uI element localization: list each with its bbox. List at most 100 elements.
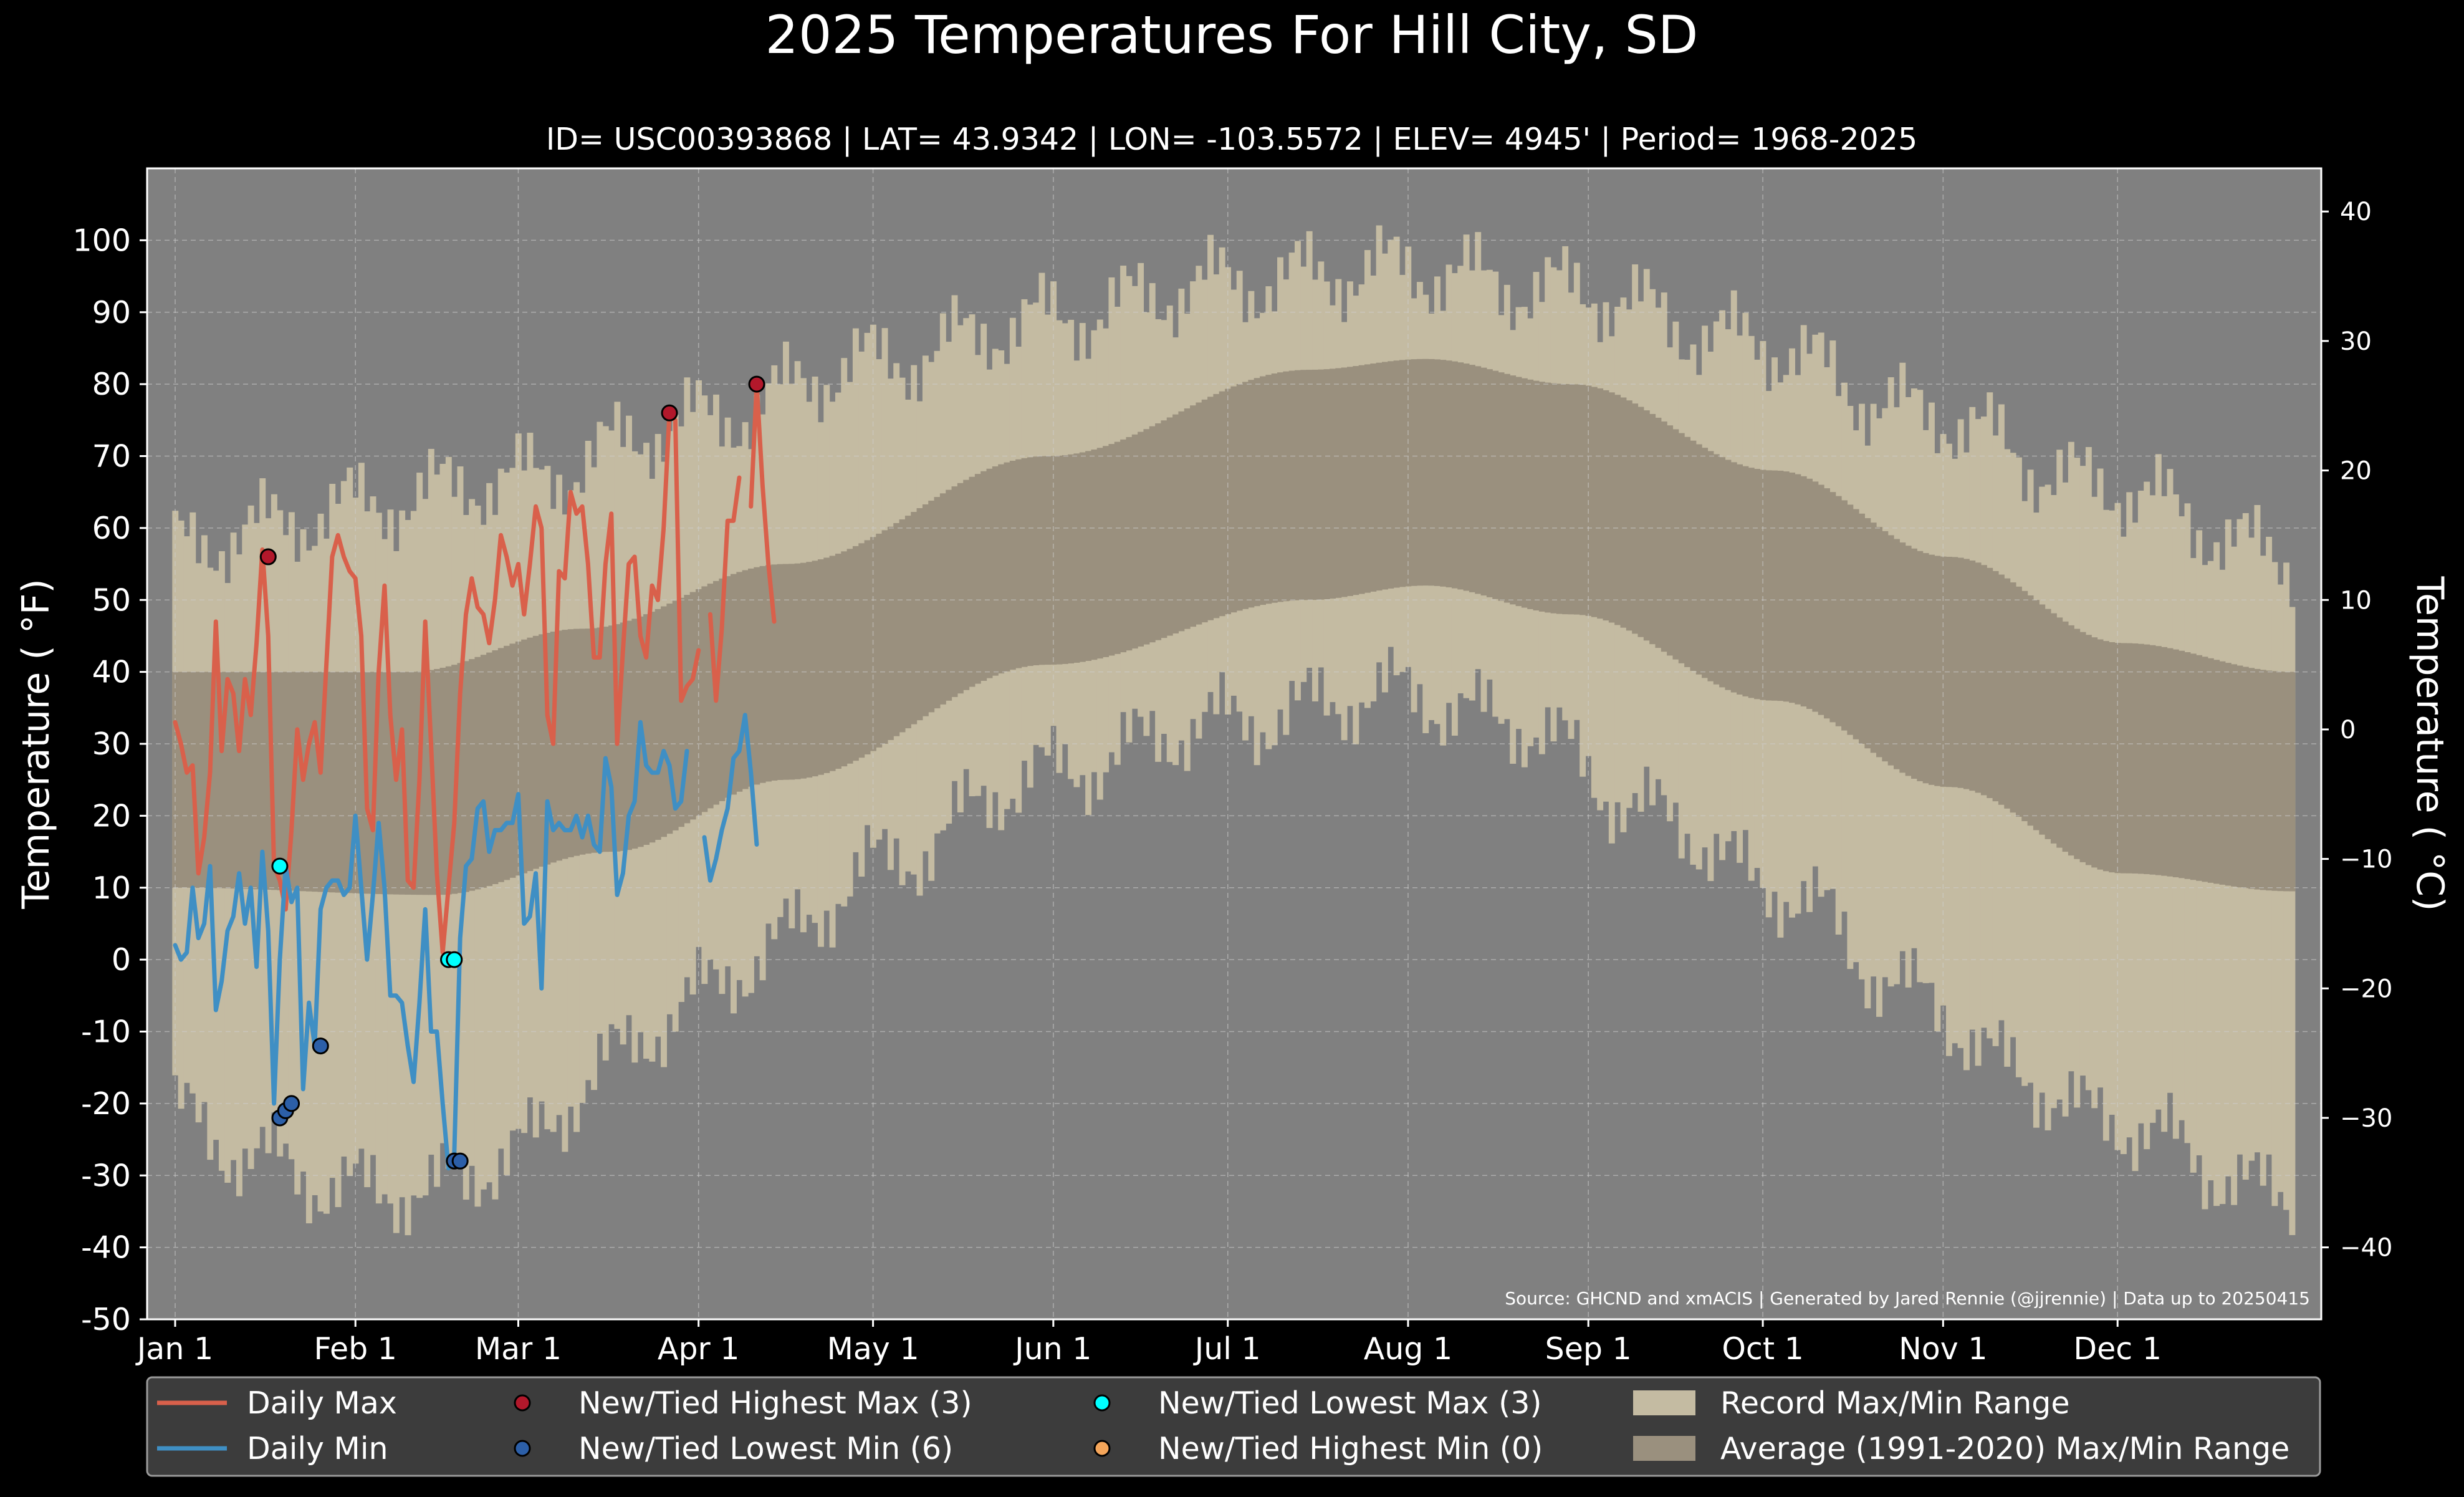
average-range-bar xyxy=(1620,397,1627,628)
new-tied-lowest-min-marker xyxy=(283,1095,300,1112)
average-range-bar xyxy=(1998,574,2005,805)
average-range-bar xyxy=(312,671,319,892)
record-range-bar xyxy=(2289,607,2296,1235)
average-range-bar xyxy=(317,671,324,892)
y-tick-label-left: 40 xyxy=(92,655,131,690)
average-range-bar xyxy=(1131,434,1138,649)
average-range-bar xyxy=(1684,436,1691,667)
average-range-bar xyxy=(1207,397,1214,620)
average-range-bar xyxy=(1161,420,1167,638)
average-range-bar xyxy=(1068,454,1075,664)
legend-label: Daily Max xyxy=(247,1385,397,1421)
average-range-bar xyxy=(1283,371,1290,602)
average-range-bar xyxy=(1172,414,1179,633)
average-range-bar xyxy=(393,671,400,895)
chart-subtitle: ID= USC00393868 | LAT= 43.9342 | LON= -1… xyxy=(546,122,1917,157)
average-range-bar xyxy=(457,663,464,893)
average-range-bar xyxy=(2132,643,2139,874)
average-range-bar xyxy=(480,655,487,888)
average-range-bar xyxy=(253,671,260,890)
average-range-bar xyxy=(1894,539,1900,769)
average-range-bar xyxy=(1719,457,1726,688)
average-range-bar xyxy=(1073,453,1080,663)
y-tick-label-left: 90 xyxy=(92,295,131,330)
x-tick-label: Feb 1 xyxy=(314,1331,397,1367)
average-range-bar xyxy=(1050,456,1057,665)
average-range-bar xyxy=(876,533,883,748)
y-tick-label-left: -10 xyxy=(81,1014,131,1050)
x-tick-label: Apr 1 xyxy=(658,1331,740,1367)
legend-swatch-new-tied-lowest-max-3 xyxy=(1093,1394,1111,1412)
average-range-bar xyxy=(1044,456,1051,665)
average-range-bar xyxy=(939,493,946,705)
y-tick-label-right: −10 xyxy=(2340,845,2392,874)
average-range-bar xyxy=(1940,556,1947,787)
average-range-bar xyxy=(544,633,551,865)
average-range-bar xyxy=(2184,652,2191,879)
average-range-bar xyxy=(904,516,911,729)
average-range-bar xyxy=(1562,383,1569,615)
average-range-bar xyxy=(864,540,871,755)
average-range-bar xyxy=(2079,632,2086,862)
legend-swatch-new-tied-lowest-min-6 xyxy=(514,1440,531,1457)
average-range-bar xyxy=(1783,471,1790,702)
average-range-bar xyxy=(1103,446,1110,657)
average-range-bar xyxy=(1806,478,1813,709)
average-range-bar xyxy=(1911,548,1917,779)
legend-label: New/Tied Lowest Min (6) xyxy=(578,1431,953,1466)
average-range-bar xyxy=(1702,448,1709,678)
average-range-bar xyxy=(1236,383,1243,611)
legend-label: Record Max/Min Range xyxy=(1720,1385,2070,1421)
average-range-bar xyxy=(1277,372,1283,602)
average-range-bar xyxy=(347,671,353,893)
average-range-bar xyxy=(1928,554,1935,785)
new-tied-lowest-min-marker xyxy=(451,1152,469,1170)
average-range-bar xyxy=(2109,642,2116,873)
y-tick-label-left: 80 xyxy=(92,367,131,402)
average-range-bar xyxy=(259,671,266,890)
average-range-bar xyxy=(277,671,284,890)
average-range-bar xyxy=(539,634,545,867)
average-range-bar xyxy=(1353,366,1359,595)
average-range-bar xyxy=(974,474,981,684)
average-range-bar xyxy=(271,671,277,890)
y-tick-label-right: −40 xyxy=(2340,1234,2392,1263)
average-range-bar xyxy=(1318,369,1325,600)
average-range-bar xyxy=(1440,360,1447,587)
average-range-bar xyxy=(1486,369,1493,597)
record-range-bar xyxy=(2219,569,2226,1205)
source-note: Source: GHCND and xmACIS | Generated by … xyxy=(1505,1288,2310,1309)
y-tick-label-left: 0 xyxy=(112,942,131,978)
legend-label: Average (1991-2020) Max/Min Range xyxy=(1720,1431,2289,1466)
average-range-bar xyxy=(1748,468,1755,698)
average-range-bar xyxy=(1737,464,1743,695)
average-range-bar xyxy=(672,600,679,830)
y-tick-label-left: -40 xyxy=(81,1230,131,1266)
average-range-bar xyxy=(2097,639,2104,870)
average-range-bar xyxy=(532,635,539,869)
average-range-bar xyxy=(759,566,766,783)
average-range-bar xyxy=(1341,367,1348,597)
average-range-bar xyxy=(1138,431,1144,647)
average-range-bar xyxy=(294,671,301,891)
average-range-bar xyxy=(1591,387,1598,617)
y-tick-label-left: -30 xyxy=(81,1158,131,1193)
average-range-bar xyxy=(1416,359,1423,586)
average-range-bar xyxy=(1393,360,1400,588)
average-range-bar xyxy=(2202,657,2208,882)
average-range-bar xyxy=(201,671,208,888)
average-range-bar xyxy=(911,512,918,724)
average-range-bar xyxy=(963,479,970,690)
average-range-bar xyxy=(2050,613,2057,844)
average-range-bar xyxy=(1381,362,1388,590)
x-tick-label: Aug 1 xyxy=(1364,1331,1452,1367)
average-range-bar xyxy=(1498,372,1505,601)
average-range-bar xyxy=(329,671,336,893)
average-range-bar xyxy=(1021,458,1028,667)
average-range-bar xyxy=(969,476,976,687)
average-range-bar xyxy=(608,625,615,852)
average-range-bar xyxy=(1260,376,1266,605)
average-range-bar xyxy=(946,489,952,701)
average-range-bar xyxy=(1096,448,1103,659)
average-range-bar xyxy=(1085,451,1092,662)
